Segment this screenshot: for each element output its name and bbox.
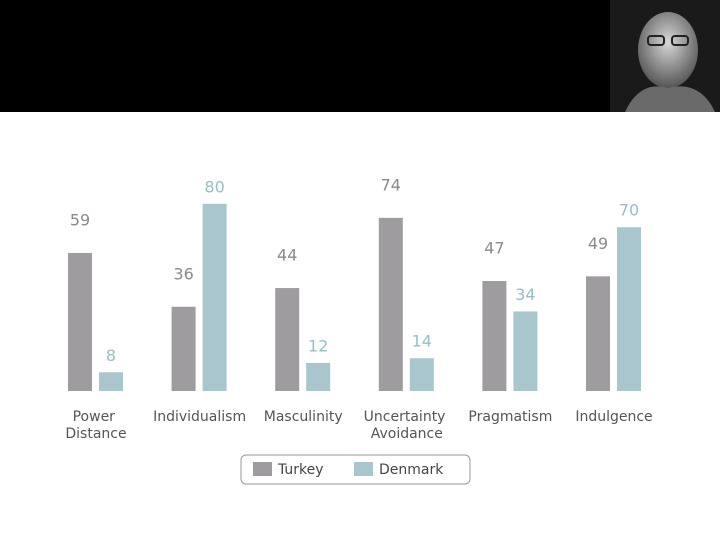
- bar: [409, 358, 434, 391]
- bar: [99, 372, 123, 391]
- value-label: 12: [308, 336, 328, 355]
- bar: [202, 203, 227, 391]
- x-tick-label: Pragmatism: [468, 409, 552, 425]
- x-tick-label: Individualism: [153, 409, 246, 425]
- legend-label: Turkey: [277, 462, 324, 478]
- x-tick-label: Uncertainty Avoidance: [364, 409, 450, 442]
- value-label: 47: [484, 239, 504, 258]
- x-tick-label: Masculinity: [264, 409, 343, 425]
- value-label: 34: [515, 285, 535, 304]
- header-band: [0, 0, 720, 112]
- value-label: 80: [204, 177, 224, 196]
- value-label: 44: [277, 246, 297, 265]
- bar: [68, 252, 92, 391]
- value-label: 8: [106, 346, 116, 365]
- value-label: 49: [588, 234, 608, 253]
- legend-label: Denmark: [379, 462, 444, 478]
- bar: [171, 306, 196, 391]
- value-label: 36: [173, 264, 193, 283]
- bar: [275, 288, 300, 391]
- value-label: 70: [619, 201, 639, 220]
- bar: [306, 362, 331, 391]
- value-label: 74: [381, 175, 401, 194]
- legend-swatch: [354, 462, 373, 476]
- portrait: [610, 0, 720, 112]
- bar: [378, 217, 403, 391]
- value-label: 59: [70, 210, 90, 229]
- x-tick-label: Power Distance: [65, 409, 126, 442]
- bar: [482, 281, 507, 391]
- x-tick-label: Indulgence: [575, 409, 652, 425]
- value-label: 14: [412, 332, 432, 351]
- legend-swatch: [253, 462, 272, 476]
- bar: [586, 276, 610, 391]
- bar: [617, 227, 641, 391]
- bar: [513, 311, 538, 391]
